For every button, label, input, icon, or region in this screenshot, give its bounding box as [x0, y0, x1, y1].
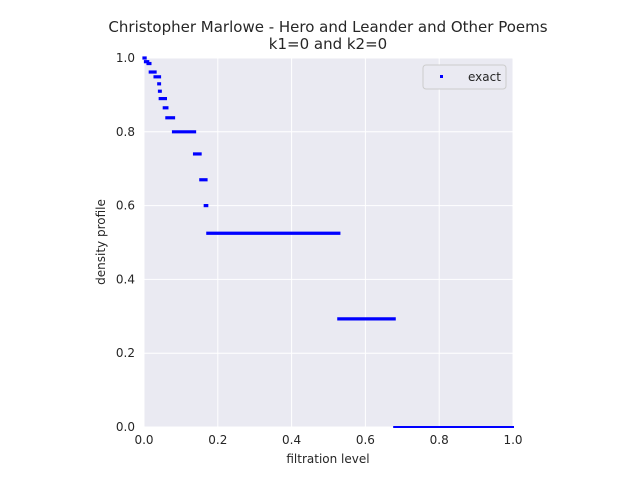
x-tick-label: 0.4: [282, 433, 301, 447]
legend-entry-exact: exact: [468, 70, 501, 84]
x-tick-label: 1.0: [503, 433, 522, 447]
x-axis-label: filtration level: [286, 452, 369, 466]
y-tick-label: 0.2: [116, 346, 135, 360]
x-tick-labels: 0.0 0.2 0.4 0.6 0.8 1.0: [134, 433, 522, 447]
grid-lines: [143, 57, 514, 428]
y-tick-label: 1.0: [116, 51, 135, 65]
y-tick-label: 0.8: [116, 125, 135, 139]
legend: exact: [422, 64, 507, 90]
legend-marker: [440, 75, 443, 78]
y-tick-label: 0.6: [116, 199, 135, 213]
y-tick-labels: 0.0 0.2 0.4 0.6 0.8 1.0: [116, 51, 135, 434]
chart-subtitle: k1=0 and k2=0: [269, 35, 387, 53]
y-axis-label: density profile: [94, 199, 108, 285]
data-marks: [142, 56, 514, 428]
y-tick-label: 0.4: [116, 272, 135, 286]
x-tick-label: 0.6: [356, 433, 375, 447]
x-tick-label: 0.8: [430, 433, 449, 447]
chart-title: Christopher Marlowe - Hero and Leander a…: [108, 18, 547, 36]
legend-box: [422, 64, 507, 90]
x-tick-label: 0.2: [208, 433, 227, 447]
plot-area: [144, 58, 513, 427]
y-tick-label: 0.0: [116, 420, 135, 434]
x-tick-label: 0.0: [134, 433, 153, 447]
